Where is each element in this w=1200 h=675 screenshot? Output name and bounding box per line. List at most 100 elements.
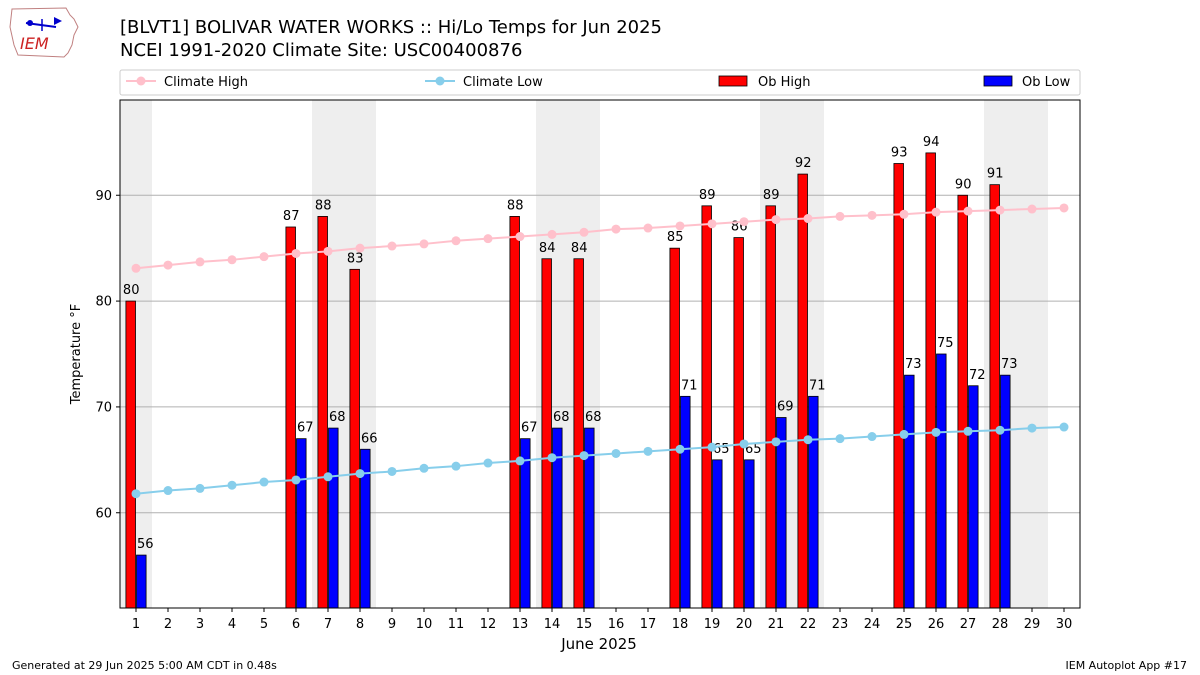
ob-high-label: 88 xyxy=(315,198,332,213)
climate-high-point xyxy=(867,210,877,220)
climate-high-point xyxy=(131,263,141,273)
climate-low-point xyxy=(291,475,301,485)
ob-low-label: 65 xyxy=(745,442,762,457)
ob-low-bar xyxy=(968,385,979,609)
ob-high-label: 80 xyxy=(123,283,140,298)
ob-low-label: 73 xyxy=(1001,357,1018,372)
ob-high-label: 94 xyxy=(923,135,940,150)
ob-high-label: 83 xyxy=(347,251,364,266)
ob-high-bar xyxy=(669,247,680,609)
climate-low-point xyxy=(515,456,525,466)
x-tick-label: 2 xyxy=(164,617,172,632)
climate-low-point xyxy=(899,429,909,439)
ob-high-bar xyxy=(317,216,328,609)
climate-low-point xyxy=(419,463,429,473)
climate-low-point xyxy=(259,477,269,487)
climate-low-point xyxy=(323,472,333,482)
climate-low-point xyxy=(771,437,781,447)
ob-high-bar xyxy=(349,268,360,609)
ob-high-bar xyxy=(893,163,904,609)
ob-low-bar xyxy=(904,374,915,609)
climate-low-point xyxy=(451,461,461,471)
climate-high-point xyxy=(1059,203,1069,213)
legend-swatch-ob-low xyxy=(983,75,1013,87)
x-axis-label: June 2025 xyxy=(560,635,637,653)
x-tick-label: 21 xyxy=(768,617,785,632)
legend-label-ob-high: Ob High xyxy=(758,75,811,90)
climate-high-point xyxy=(227,255,237,265)
ob-high-label: 85 xyxy=(667,230,684,245)
climate-high-point xyxy=(643,223,653,233)
logo-text: IEM xyxy=(20,34,49,53)
climate-low-point xyxy=(579,451,589,461)
climate-high-point xyxy=(707,219,717,229)
ob-low-bar xyxy=(776,417,787,609)
y-tick-label: 70 xyxy=(95,400,112,415)
iem-logo: IEM xyxy=(8,5,82,63)
climate-low-point xyxy=(963,426,973,436)
x-tick-label: 3 xyxy=(196,617,204,632)
ob-high-label: 92 xyxy=(795,156,812,171)
ob-high-label: 87 xyxy=(283,209,300,224)
ob-high-bar xyxy=(573,258,584,609)
x-tick-label: 27 xyxy=(960,617,977,632)
ob-high-label: 93 xyxy=(891,146,908,161)
ob-high-label: 89 xyxy=(763,188,780,203)
x-tick-label: 18 xyxy=(672,617,689,632)
legend-label-ob-low: Ob Low xyxy=(1022,75,1071,90)
climate-low-line xyxy=(135,426,1065,495)
climate-low-point xyxy=(803,435,813,445)
ob-high-bar xyxy=(541,258,552,609)
ob-low-bar xyxy=(680,395,691,609)
ob-low-label: 75 xyxy=(937,336,954,351)
ob-high-label: 84 xyxy=(571,241,588,256)
x-tick-label: 12 xyxy=(480,617,497,632)
ob-high-bar xyxy=(765,205,776,609)
ob-high-bar xyxy=(285,226,296,609)
x-tick-label: 4 xyxy=(228,617,236,632)
y-tick-label: 90 xyxy=(95,189,112,204)
legend: Climate High Climate Low Ob High Ob Low xyxy=(119,69,1081,96)
weekend-shade xyxy=(120,100,152,608)
climate-low-point xyxy=(163,486,173,496)
ob-low-bar xyxy=(936,353,947,609)
x-tick-label: 28 xyxy=(992,617,1009,632)
climate-high-point xyxy=(419,239,429,249)
climate-low-point xyxy=(1027,423,1037,433)
ob-low-bar xyxy=(744,459,755,609)
climate-low-point xyxy=(643,446,653,456)
ob-low-bar xyxy=(296,438,307,609)
ob-low-label: 71 xyxy=(681,378,698,393)
ob-high-bar xyxy=(733,237,744,609)
climate-high-point xyxy=(515,232,525,242)
x-tick-label: 10 xyxy=(416,617,433,632)
y-tick-label: 60 xyxy=(95,506,112,521)
x-tick-label: 29 xyxy=(1024,617,1041,632)
climate-low-point xyxy=(131,489,141,499)
ob-high-label: 90 xyxy=(955,177,972,192)
x-tick-label: 26 xyxy=(928,617,945,632)
ob-low-bar xyxy=(808,395,819,609)
climate-high-point xyxy=(803,214,813,224)
ob-low-label: 68 xyxy=(329,410,346,425)
x-tick-label: 30 xyxy=(1056,617,1073,632)
x-tick-label: 16 xyxy=(608,617,625,632)
climate-high-point xyxy=(259,252,269,262)
climate-low-point xyxy=(995,425,1005,435)
legend-label-climate-high: Climate High xyxy=(164,75,248,90)
climate-low-point xyxy=(835,434,845,444)
ob-low-label: 68 xyxy=(553,410,570,425)
x-tick-label: 14 xyxy=(544,617,561,632)
plot-frame xyxy=(119,99,1081,609)
chart-title: [BLVT1] BOLIVAR WATER WORKS :: Hi/Lo Tem… xyxy=(120,17,663,38)
climate-low-point xyxy=(707,442,717,452)
ob-low-label: 73 xyxy=(905,357,922,372)
climate-high-point xyxy=(611,224,621,234)
climate-high-point xyxy=(451,236,461,246)
chart-subtitle: NCEI 1991-2020 Climate Site: USC00400876 xyxy=(120,40,523,61)
climate-high-point xyxy=(739,217,749,227)
ob-low-bar xyxy=(328,427,339,609)
x-tick-label: 19 xyxy=(704,617,721,632)
climate-low-point xyxy=(611,448,621,458)
